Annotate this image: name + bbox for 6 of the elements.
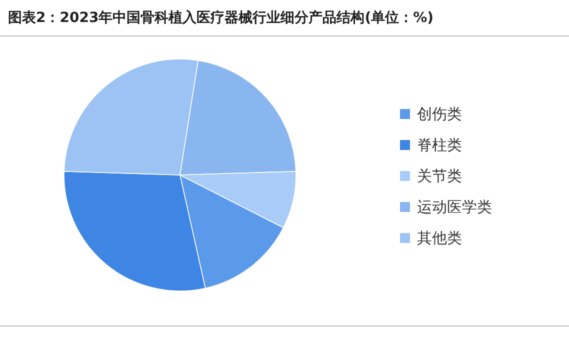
legend-label: 关节类: [417, 167, 462, 185]
legend-label: 创伤类: [417, 105, 462, 123]
legend-label: 运动医学类: [417, 198, 492, 216]
legend-label: 其他类: [417, 229, 462, 247]
chart-title: 图表2：2023年中国骨科植入医疗器械行业细分产品结构(单位：%): [8, 9, 434, 26]
legend-label: 脊柱类: [417, 136, 462, 154]
